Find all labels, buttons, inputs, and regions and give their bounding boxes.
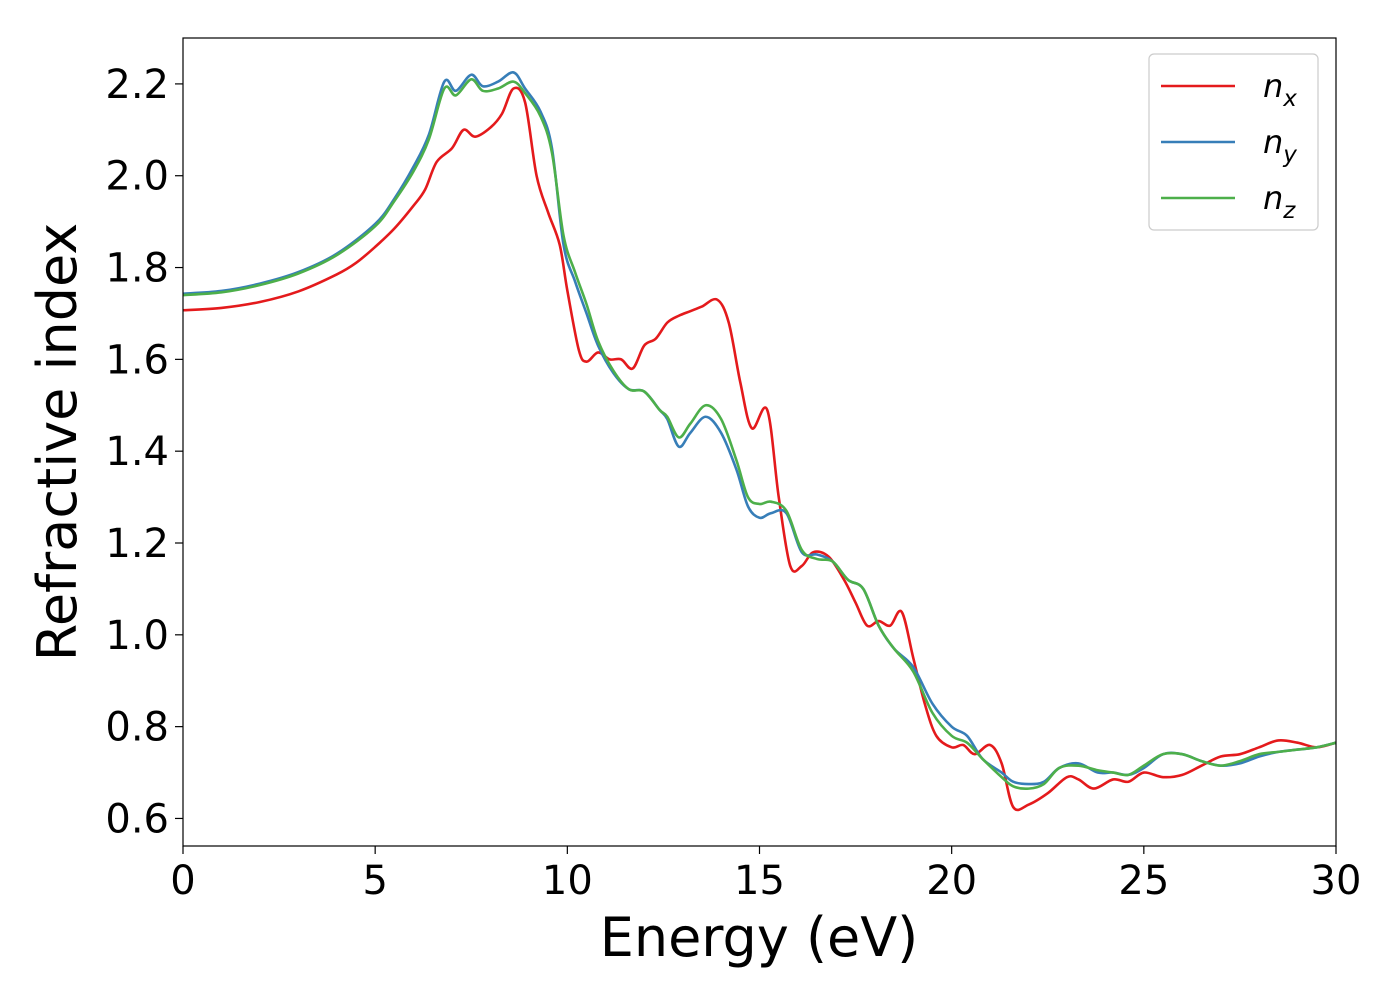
y-tick-label: 1.6 — [105, 337, 169, 383]
y-tick-label: 2.2 — [105, 62, 169, 108]
series-layer — [182, 71, 1337, 812]
x-tick-label: 10 — [542, 858, 593, 904]
legend-label-subscript: z — [1282, 198, 1296, 224]
x-tick-label: 20 — [926, 858, 977, 904]
y-tick-label: 2.0 — [105, 154, 169, 200]
y-tick-label: 1.4 — [105, 429, 169, 475]
y-tick-label: 0.8 — [105, 705, 169, 751]
legend-label-main: n — [1263, 179, 1283, 217]
legend-label-subscript: y — [1282, 142, 1297, 168]
x-axis: 0 5 10 15 20 25 30 — [170, 846, 1361, 904]
legend-label-nz: nz — [1263, 179, 1296, 224]
y-axis-label: Refractive index — [26, 223, 89, 662]
y-tick-label: 1.0 — [105, 613, 169, 659]
legend-label-nx: nx — [1263, 67, 1297, 112]
x-tick-label: 5 — [362, 858, 387, 904]
legend-label-main: n — [1263, 123, 1283, 161]
x-tick-label: 0 — [170, 858, 195, 904]
y-tick-label: 0.6 — [105, 796, 169, 842]
legend-label-main: n — [1263, 67, 1283, 105]
y-axis: 0.6 0.8 1.0 1.2 1.4 1.6 1.8 2.0 2.2 — [105, 62, 183, 842]
x-tick-label: 30 — [1311, 858, 1362, 904]
series-line-nx — [182, 86, 1337, 812]
y-tick-label: 1.2 — [105, 521, 169, 567]
x-tick-label: 15 — [734, 858, 785, 904]
legend-label-subscript: x — [1282, 86, 1297, 112]
legend-label-ny: ny — [1263, 123, 1297, 168]
plot-background — [183, 38, 1336, 846]
x-axis-label: Energy (eV) — [600, 906, 919, 969]
x-tick-label: 25 — [1118, 858, 1169, 904]
y-tick-label: 1.8 — [105, 246, 169, 292]
series-line-nz — [182, 78, 1337, 791]
